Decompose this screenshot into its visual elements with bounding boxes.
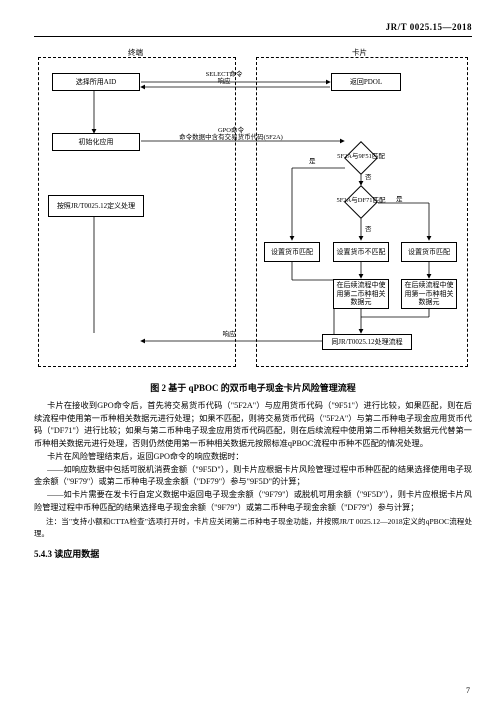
- page-number: 7: [466, 686, 470, 695]
- panel-terminal-label: 终端: [128, 47, 143, 58]
- note-select-cmd: SELECT命令 响应: [184, 71, 264, 85]
- diamond-2-label: 5F2A与DF71匹配: [331, 197, 391, 204]
- box-return-pdol: 返回PDOL: [331, 73, 401, 91]
- para-2: 卡片在风险管理结束后，返回GPO命令的响应数据时：: [34, 451, 472, 464]
- para-1: 卡片在接收到GPO命令后，首先将交易货币代码（"5F2A"）与应用货币代码（"9…: [34, 400, 472, 451]
- item-1: ——如响应数据中包括可脱机消费金额（"9F5D"），则卡片应根据卡片风险管理过程…: [34, 464, 472, 489]
- lbl-d2-no: 否: [365, 223, 372, 233]
- box-set-match2: 设置货币匹配: [401, 242, 457, 262]
- diamond-1: 5F2A与9F51匹配: [344, 141, 378, 175]
- header-rule: [34, 36, 472, 37]
- body-text: 卡片在接收到GPO命令后，首先将交易货币代码（"5F2A"）与应用货币代码（"9…: [34, 400, 472, 539]
- figure-caption: 图 2 基于 qPBOC 的双币电子现金卡片风险管理流程: [34, 381, 472, 394]
- doc-header: JR/T 0025.15—2018: [34, 22, 472, 32]
- diamond-2: 5F2A与DF71匹配: [344, 185, 378, 219]
- note-line: 注：当"支持小额和CTTA检查"选项打开时，卡片应关闭第二币种电子现金功能，并按…: [34, 516, 472, 539]
- box-set-nomatch: 设置货币不匹配: [333, 242, 389, 262]
- panel-card-label: 卡片: [352, 47, 367, 58]
- box-set-match: 设置货币匹配: [264, 242, 320, 262]
- diamond-1-label: 5F2A与9F51匹配: [331, 153, 391, 160]
- note-gpo-cmd: GPO命令 命令数据中含有交易货币代码(5F2A): [146, 127, 316, 141]
- box-select-aid: 选择所用AID: [52, 73, 140, 91]
- lbl-d2-yes: 是: [396, 193, 403, 203]
- box-use-first: 在后续流程中使用第一币种相关数据元: [401, 279, 457, 309]
- lbl-d1-yes: 是: [309, 155, 316, 165]
- box-def-proc: 按照JR/T0025.12定义处理: [48, 195, 144, 217]
- section-heading: 5.4.3 读应用数据: [34, 547, 472, 560]
- item-2: ——如卡片需要在发卡行自定义数据中返回电子现金余额（"9F79"）或脱机可用余额…: [34, 489, 472, 514]
- box-init-app: 初始化应用: [52, 133, 140, 151]
- box-use-second: 在后续流程中使用第二币种相关数据元: [333, 279, 389, 309]
- note-resp: 响应: [214, 331, 244, 338]
- box-same-proc: 同JR/T0025.12处理流程: [322, 334, 412, 350]
- lbl-d1-no: 否: [365, 171, 372, 181]
- flowchart: 终端 卡片 选择所用AID 初始化应用 按照JR/T0025.12定义处理 返回…: [34, 45, 472, 375]
